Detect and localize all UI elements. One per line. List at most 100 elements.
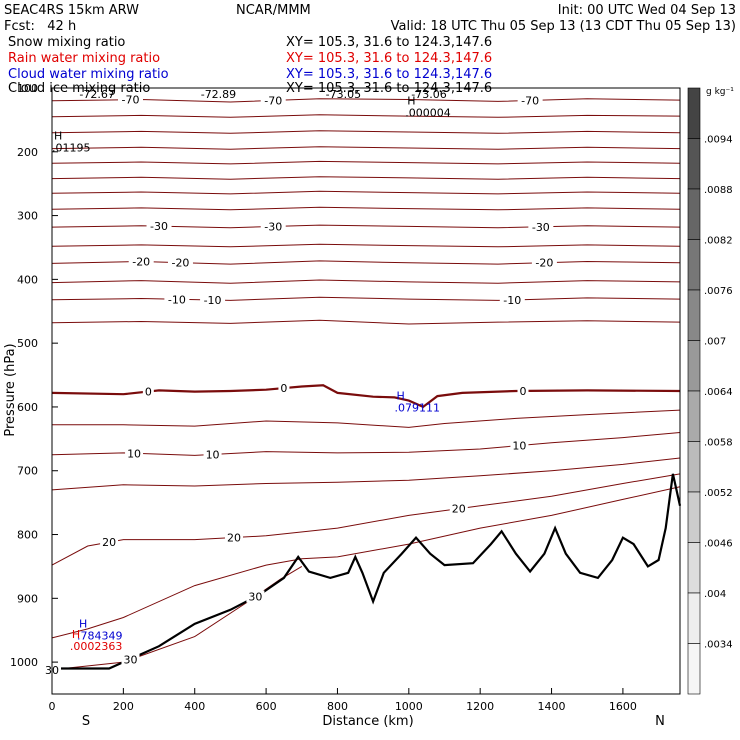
axis-layer: 0 200 400 600 800 1000 1200 1400 160010020030040… xyxy=(10,82,637,713)
isotherm-label: -70 xyxy=(122,94,140,107)
top-value-label: -73.06 xyxy=(411,88,446,101)
isotherm-label-bg xyxy=(224,531,243,544)
y-tick-label: 900 xyxy=(17,592,38,605)
x-tick-label: 600 xyxy=(256,700,277,713)
extremum-marker: H xyxy=(397,390,405,403)
terrain-profile xyxy=(52,473,682,670)
colorbar-label: .0076 xyxy=(704,286,733,297)
x-tick-label: 1200 xyxy=(466,700,494,713)
y-tick-label: 800 xyxy=(17,529,38,542)
isotherm-line xyxy=(51,160,681,165)
isotherm-label-bg xyxy=(118,93,143,106)
colorbar-label: .0046 xyxy=(704,539,733,550)
y-tick-label: 700 xyxy=(17,465,38,478)
isotherm-label-bg xyxy=(528,220,554,233)
isotherm-label: 30 xyxy=(248,591,262,604)
y-tick-label: 500 xyxy=(17,337,38,350)
isotherm-label-bg xyxy=(499,294,525,307)
field-xy-rain: XY= 105.3, 31.6 to 124.3,147.6 xyxy=(286,51,492,66)
field-name-rain: Rain water mixing ratio xyxy=(8,51,160,66)
terrain-layer xyxy=(52,473,682,670)
colorbar: .0094 .0088 .0082 .0076 .007 .0064 .0058 .0052.… xyxy=(687,87,733,695)
field-name-snow: Snow mixing ratio xyxy=(8,35,125,50)
isotherm-line xyxy=(51,457,681,491)
top-value-label: -73.05 xyxy=(326,88,361,101)
isotherm-line xyxy=(51,279,681,284)
isotherm-label: 10 xyxy=(127,447,141,460)
y-tick-label: 200 xyxy=(17,146,38,159)
colorbar-label: .0082 xyxy=(704,236,733,247)
colorbar-swatch xyxy=(687,592,701,644)
end-label-south: S xyxy=(82,714,90,729)
isotherm-label-bg xyxy=(278,382,290,395)
isotherm-label-bg xyxy=(125,447,144,460)
colorbar-swatch xyxy=(687,340,701,392)
isotherm-label-bg xyxy=(200,294,226,307)
contour-label-layer: -70 -70 -70 -30 -30 -30 -20 -20 -20 -10 -10 -10 0 0 0 1… xyxy=(43,88,557,677)
valid-time: Valid: 18 UTC Thu 05 Sep 13 (13 CDT Thu … xyxy=(391,19,736,34)
isotherm-label-bg xyxy=(246,590,265,603)
isotherm-line xyxy=(51,190,681,195)
colorbar-label: .007 xyxy=(704,337,726,348)
isotherm-label-bg xyxy=(121,653,140,666)
extremum-value: .784349 xyxy=(77,629,123,642)
isotherm-label: -70 xyxy=(521,94,539,107)
isotherm-line xyxy=(51,384,681,409)
top-value-label: -72.89 xyxy=(201,88,236,101)
extremum-value: .000004 xyxy=(405,106,451,119)
forecast-hour: Fcst: 42 h xyxy=(4,19,76,34)
colorbar-swatch xyxy=(687,542,701,594)
isotherm-label: -20 xyxy=(535,257,553,270)
isotherm-label: 30 xyxy=(124,654,138,667)
x-tick-label: 1400 xyxy=(538,700,566,713)
isotherm-line xyxy=(51,224,681,229)
colorbar-swatch xyxy=(687,289,701,341)
y-tick-label: 400 xyxy=(17,273,38,286)
isotherm-line xyxy=(51,176,681,180)
colorbar-label: .0094 xyxy=(704,135,733,146)
field-name-cloud-water: Cloud water mixing ratio xyxy=(8,67,169,82)
isotherm-label-bg xyxy=(142,385,154,398)
colorbar-label: .0052 xyxy=(704,488,733,499)
isotherm-line xyxy=(51,432,681,456)
isotherm-line xyxy=(51,565,303,671)
isotherm-label-bg xyxy=(203,448,222,461)
isotherm-line xyxy=(51,260,681,265)
isotherm-label-bg xyxy=(146,220,172,233)
isotherm-line xyxy=(51,114,681,118)
isotherm-line xyxy=(51,319,681,325)
isotherm-label: -70 xyxy=(264,95,282,108)
isotherm-label-bg xyxy=(167,256,193,269)
extremum-value: .01195 xyxy=(52,141,91,154)
isotherm-label-bg xyxy=(260,94,286,107)
isotherm-label: 10 xyxy=(512,440,526,453)
isotherm-label: -10 xyxy=(168,293,186,306)
isotherm-label: 20 xyxy=(102,536,116,549)
y-tick-label: 300 xyxy=(17,210,38,223)
x-axis-title: Distance (km) xyxy=(322,714,413,729)
isotherm-label: 20 xyxy=(227,532,241,545)
isotherm-line xyxy=(51,486,681,639)
isotherm-label: 20 xyxy=(452,503,466,516)
isotherm-label: 0 xyxy=(280,382,287,395)
isotherm-line xyxy=(51,130,681,134)
isotherm-label-bg xyxy=(531,256,557,269)
x-tick-label: 0 xyxy=(49,700,56,713)
isotherm-label: 0 xyxy=(520,385,527,398)
isotherm-label: -30 xyxy=(150,220,168,233)
y-axis-title: Pressure (hPa) xyxy=(3,343,18,436)
colorbar-label: .004 xyxy=(704,589,726,600)
isotherm-label-bg xyxy=(510,439,529,452)
field-xy-snow: XY= 105.3, 31.6 to 124.3,147.6 xyxy=(286,35,492,50)
init-time: Init: 00 UTC Wed 04 Sep 13 xyxy=(558,3,736,18)
isotherm-label-bg xyxy=(128,255,154,268)
isotherm-label-bg xyxy=(449,502,468,515)
isotherm-label: -10 xyxy=(503,294,521,307)
plot-frame xyxy=(51,87,681,695)
top-value-label: -72.67 xyxy=(79,88,114,101)
isotherm-label-bg xyxy=(260,220,286,233)
isotherm-line xyxy=(51,98,681,103)
extremum-value: .079111 xyxy=(395,402,441,415)
